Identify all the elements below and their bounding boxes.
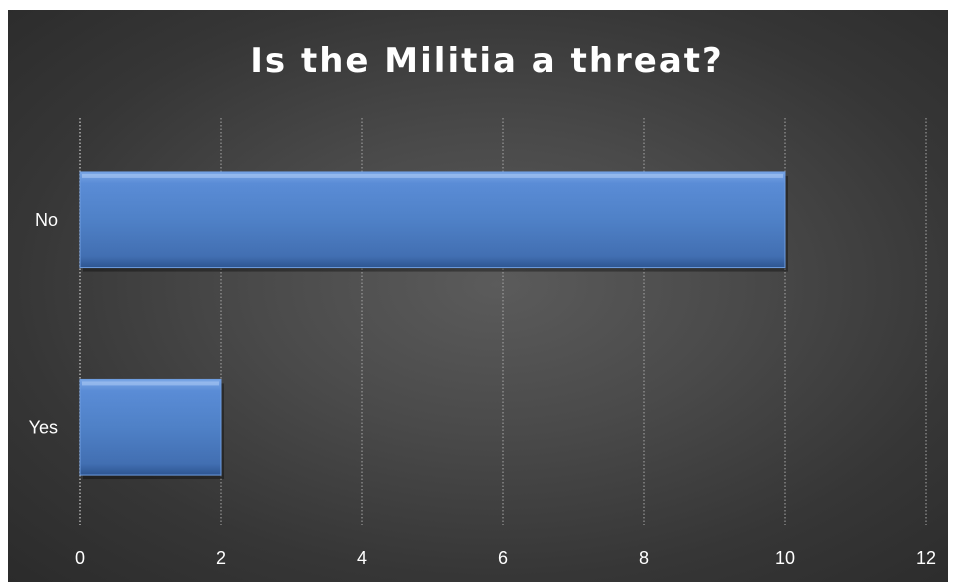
x-tick-label: 6 <box>498 548 508 568</box>
x-tick-label: 10 <box>775 548 795 568</box>
x-tick-label: 0 <box>75 548 85 568</box>
y-axis-categories: No Yes <box>29 210 58 438</box>
bar-highlight-no <box>82 173 783 178</box>
x-tick-label: 8 <box>639 548 649 568</box>
chart-background <box>8 10 948 582</box>
x-tick-label: 4 <box>357 548 367 568</box>
x-tick-label: 2 <box>216 548 226 568</box>
bar-highlight-yes <box>82 381 219 386</box>
bars <box>79 171 788 480</box>
x-tick-label: 12 <box>916 548 936 568</box>
chart-title: Is the Militia a threat? <box>250 41 724 81</box>
bar-no <box>79 171 786 269</box>
category-label-no: No <box>35 210 58 230</box>
bar-yes <box>79 378 222 476</box>
x-axis-ticks: 0 2 4 6 8 10 12 <box>75 548 936 568</box>
category-label-yes: Yes <box>29 417 58 437</box>
